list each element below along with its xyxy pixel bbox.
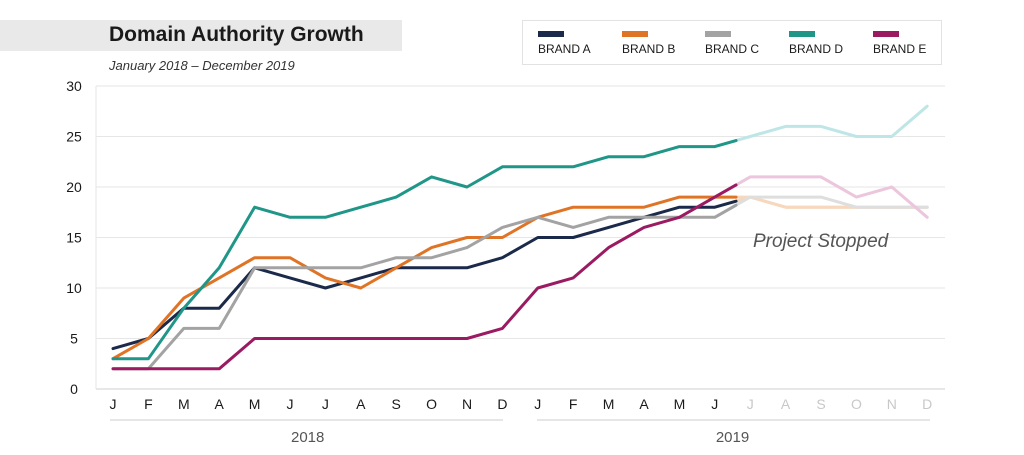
y-tick-label: 20 bbox=[66, 179, 82, 195]
x-tick-label: N bbox=[462, 396, 472, 412]
series-line-brand-a bbox=[111, 199, 738, 351]
legend-label-brand-e: BRAND E bbox=[873, 42, 927, 56]
legend-swatch-brand-b bbox=[622, 31, 648, 37]
y-axis: 0 5 10 15 20 25 30 bbox=[66, 78, 82, 397]
legend-swatch-brand-c bbox=[705, 31, 731, 37]
legend: BRAND A BRAND B BRAND C BRAND D BRAND E bbox=[522, 20, 942, 65]
legend-swatch-brand-e bbox=[873, 31, 899, 37]
x-tick-label: M bbox=[674, 396, 686, 412]
legend-label-brand-b: BRAND B bbox=[622, 42, 676, 56]
x-tick-label: A bbox=[639, 396, 649, 412]
series-projection-brand-e bbox=[713, 175, 929, 219]
x-tick-label: M bbox=[249, 396, 261, 412]
x-tick-label: N bbox=[887, 396, 897, 412]
x-tick-label: J bbox=[287, 396, 294, 412]
y-tick-label: 30 bbox=[66, 78, 82, 94]
y-tick-label: 25 bbox=[66, 129, 82, 145]
chart-subtitle: January 2018 – December 2019 bbox=[109, 58, 295, 73]
legend-item-brand-a: BRAND A bbox=[538, 31, 591, 56]
x-tick-label: M bbox=[603, 396, 615, 412]
x-tick-label: A bbox=[356, 396, 366, 412]
x-tick-label: O bbox=[426, 396, 437, 412]
x-tick-label: S bbox=[816, 396, 825, 412]
y-tick-label: 5 bbox=[70, 331, 78, 347]
x-tick-label: J bbox=[322, 396, 329, 412]
x-tick-label: D bbox=[497, 396, 507, 412]
series-line-brand-e bbox=[111, 183, 738, 371]
x-tick-label: J bbox=[711, 396, 718, 412]
x-tick-label: A bbox=[215, 396, 225, 412]
x-axis: J F M A M J J A S O N D J F M A M J J A S O N D 2018 2019 bbox=[110, 396, 933, 446]
legend-item-brand-e: BRAND E bbox=[873, 31, 926, 56]
x-tick-label: M bbox=[178, 396, 190, 412]
year-label-2018: 2018 bbox=[291, 429, 324, 446]
x-tick-label: D bbox=[922, 396, 932, 412]
series-line-brand-c bbox=[111, 203, 738, 371]
x-tick-label: A bbox=[781, 396, 791, 412]
year-label-2019: 2019 bbox=[716, 429, 749, 446]
series-line-brand-b bbox=[111, 195, 738, 361]
legend-label-brand-c: BRAND C bbox=[705, 42, 760, 56]
legend-swatch-brand-a bbox=[538, 31, 564, 37]
x-tick-label: J bbox=[747, 396, 754, 412]
series-projection-brand-c bbox=[713, 195, 929, 219]
x-tick-label: J bbox=[110, 396, 117, 412]
legend-label-brand-d: BRAND D bbox=[789, 42, 844, 56]
x-tick-label: F bbox=[569, 396, 578, 412]
project-stopped-annotation: Project Stopped bbox=[753, 231, 890, 252]
series-layer bbox=[111, 104, 929, 371]
x-tick-label: S bbox=[392, 396, 401, 412]
y-tick-label: 0 bbox=[70, 381, 78, 397]
legend-item-brand-d: BRAND D bbox=[789, 31, 843, 56]
series-projection-brand-d bbox=[713, 104, 929, 149]
title-band bbox=[0, 20, 402, 51]
legend-item-brand-c: BRAND C bbox=[705, 31, 759, 56]
legend-label-brand-a: BRAND A bbox=[538, 42, 591, 56]
x-tick-label: O bbox=[851, 396, 862, 412]
series-line-brand-d bbox=[111, 139, 738, 361]
legend-swatch-brand-d bbox=[789, 31, 815, 37]
legend-item-brand-b: BRAND B bbox=[622, 31, 675, 56]
y-tick-label: 15 bbox=[66, 230, 82, 246]
chart-title: Domain Authority Growth bbox=[109, 23, 364, 46]
y-tick-label: 10 bbox=[66, 280, 82, 296]
x-tick-label: J bbox=[534, 396, 541, 412]
x-tick-label: F bbox=[144, 396, 153, 412]
